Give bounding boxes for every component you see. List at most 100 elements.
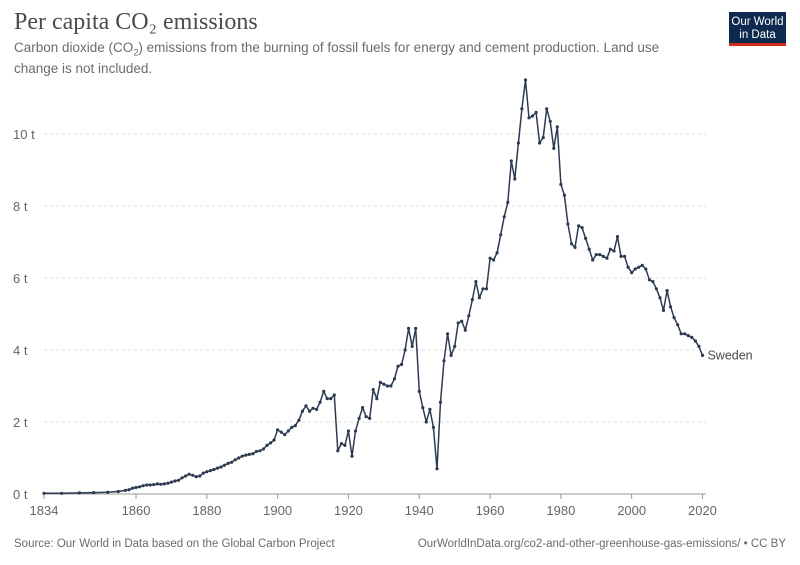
data-point[interactable] (545, 107, 549, 111)
data-point[interactable] (194, 475, 198, 479)
data-point[interactable] (683, 332, 687, 336)
data-point[interactable] (608, 247, 613, 251)
data-point[interactable] (138, 485, 142, 489)
data-point[interactable] (60, 491, 64, 495)
data-point[interactable] (446, 332, 450, 336)
data-point[interactable] (601, 254, 605, 258)
data-point[interactable] (300, 409, 304, 413)
data-point[interactable] (481, 287, 485, 291)
data-point[interactable] (435, 467, 439, 471)
data-point[interactable] (400, 362, 404, 366)
data-point[interactable] (534, 110, 538, 114)
data-point[interactable] (251, 452, 255, 456)
data-point[interactable] (371, 388, 375, 392)
data-point[interactable] (484, 287, 489, 291)
data-point[interactable] (191, 473, 195, 477)
data-point[interactable] (130, 486, 135, 490)
data-point[interactable] (332, 393, 336, 397)
data-point[interactable] (651, 280, 655, 284)
data-point[interactable] (382, 382, 386, 386)
data-point[interactable] (591, 258, 595, 262)
data-point[interactable] (615, 235, 620, 239)
data-point[interactable] (453, 344, 457, 348)
data-point[interactable] (605, 256, 609, 260)
data-point[interactable] (509, 159, 513, 163)
data-point[interactable] (672, 316, 676, 320)
data-point[interactable] (587, 247, 591, 251)
data-point[interactable] (297, 418, 301, 422)
data-point[interactable] (421, 406, 425, 410)
data-point[interactable] (442, 359, 446, 363)
data-point[interactable] (339, 442, 343, 446)
data-point[interactable] (562, 193, 567, 197)
data-point[interactable] (456, 321, 460, 325)
data-point[interactable] (318, 400, 322, 404)
data-point[interactable] (520, 107, 524, 111)
data-point[interactable] (106, 490, 110, 494)
data-point[interactable] (265, 443, 269, 447)
data-point[interactable] (258, 449, 262, 453)
data-point[interactable] (368, 416, 372, 420)
data-point[interactable] (304, 404, 308, 408)
data-point[interactable] (293, 424, 297, 428)
data-point[interactable] (580, 226, 584, 230)
data-point[interactable] (162, 482, 166, 486)
data-point[interactable] (155, 482, 159, 486)
data-point[interactable] (548, 119, 552, 123)
data-point[interactable] (647, 278, 652, 282)
data-point[interactable] (173, 479, 177, 483)
data-point[interactable] (198, 474, 202, 478)
data-point[interactable] (180, 476, 184, 480)
data-point[interactable] (538, 141, 542, 145)
data-point[interactable] (669, 305, 673, 309)
data-point[interactable] (279, 430, 283, 434)
data-point[interactable] (357, 416, 361, 420)
data-point[interactable] (474, 280, 478, 284)
data-point[interactable] (166, 481, 170, 485)
data-point[interactable] (346, 429, 350, 433)
data-point[interactable] (141, 484, 145, 488)
data-point[interactable] (506, 200, 510, 204)
data-point[interactable] (208, 469, 212, 473)
data-point[interactable] (375, 397, 379, 401)
data-point[interactable] (237, 456, 241, 460)
data-point[interactable] (148, 483, 152, 487)
data-point[interactable] (226, 461, 230, 465)
data-point[interactable] (530, 114, 535, 118)
data-point[interactable] (640, 263, 644, 267)
data-point[interactable] (637, 265, 641, 269)
data-point[interactable] (661, 308, 666, 312)
data-point[interactable] (594, 253, 598, 257)
data-point[interactable] (159, 482, 163, 486)
data-point[interactable] (343, 443, 347, 447)
data-point[interactable] (187, 472, 191, 476)
data-point[interactable] (449, 353, 453, 357)
data-point[interactable] (654, 287, 659, 291)
data-point[interactable] (633, 267, 637, 271)
data-point[interactable] (523, 78, 528, 82)
data-point[interactable] (322, 389, 326, 393)
data-point[interactable] (336, 449, 340, 453)
data-point[interactable] (417, 389, 421, 393)
data-point[interactable] (92, 491, 96, 495)
data-point[interactable] (658, 296, 662, 300)
data-point[interactable] (244, 453, 248, 457)
data-point[interactable] (389, 384, 393, 388)
data-point[interactable] (123, 488, 127, 492)
data-point[interactable] (686, 334, 690, 338)
data-point[interactable] (134, 485, 138, 490)
data-point[interactable] (428, 407, 432, 411)
data-point[interactable] (644, 267, 648, 271)
data-point[interactable] (247, 452, 251, 456)
data-point[interactable] (233, 458, 237, 462)
data-point[interactable] (552, 146, 556, 150)
data-point[interactable] (495, 251, 499, 255)
data-point[interactable] (467, 314, 471, 318)
data-point[interactable] (392, 377, 397, 381)
data-point[interactable] (527, 116, 531, 120)
data-point[interactable] (219, 465, 223, 469)
data-point[interactable] (438, 400, 443, 404)
data-point[interactable] (77, 491, 81, 495)
data-point[interactable] (679, 332, 683, 336)
data-point[interactable] (697, 344, 701, 348)
